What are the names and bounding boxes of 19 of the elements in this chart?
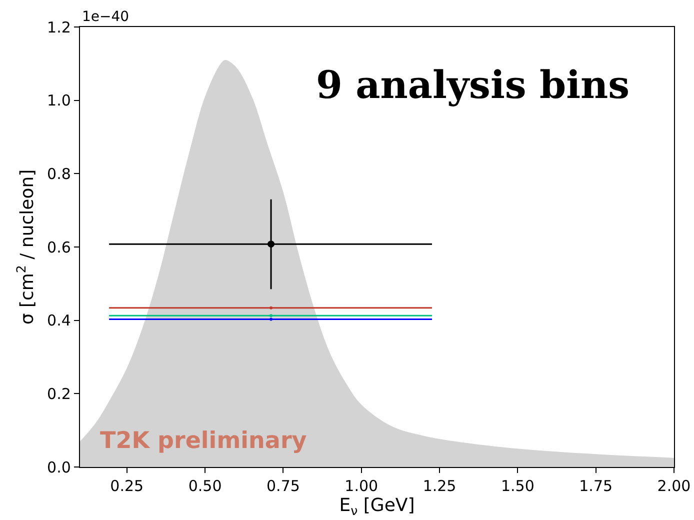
x-tick-label: 0.50 — [188, 477, 222, 496]
y-tick-label: 0.4 — [47, 312, 71, 330]
y-tick-label: 0.8 — [47, 164, 71, 183]
x-tick-label: 1.25 — [422, 477, 456, 496]
x-tick-label: 0.75 — [266, 477, 300, 496]
x-tick-label: 2.00 — [657, 477, 691, 496]
y-tick-label: 1.2 — [47, 18, 71, 36]
annotation: T2K preliminary — [100, 428, 307, 454]
text: 1e−40 — [82, 9, 130, 25]
x-tick-label: 0.25 — [110, 477, 144, 496]
annotation: 9 analysis bins — [316, 62, 630, 107]
x-tick-label: 1.00 — [344, 477, 378, 496]
y-tick-label: 1.0 — [47, 92, 71, 110]
y-tick-label: 0.0 — [47, 458, 71, 476]
y-tick-label: 0.6 — [47, 238, 71, 256]
y-tick-label: 0.2 — [47, 384, 71, 403]
x-axis-title: E$_{ν}$ [GeV] — [339, 495, 415, 518]
x-tick-label: 1.75 — [579, 477, 613, 496]
x-tick-label: 1.50 — [500, 477, 534, 496]
